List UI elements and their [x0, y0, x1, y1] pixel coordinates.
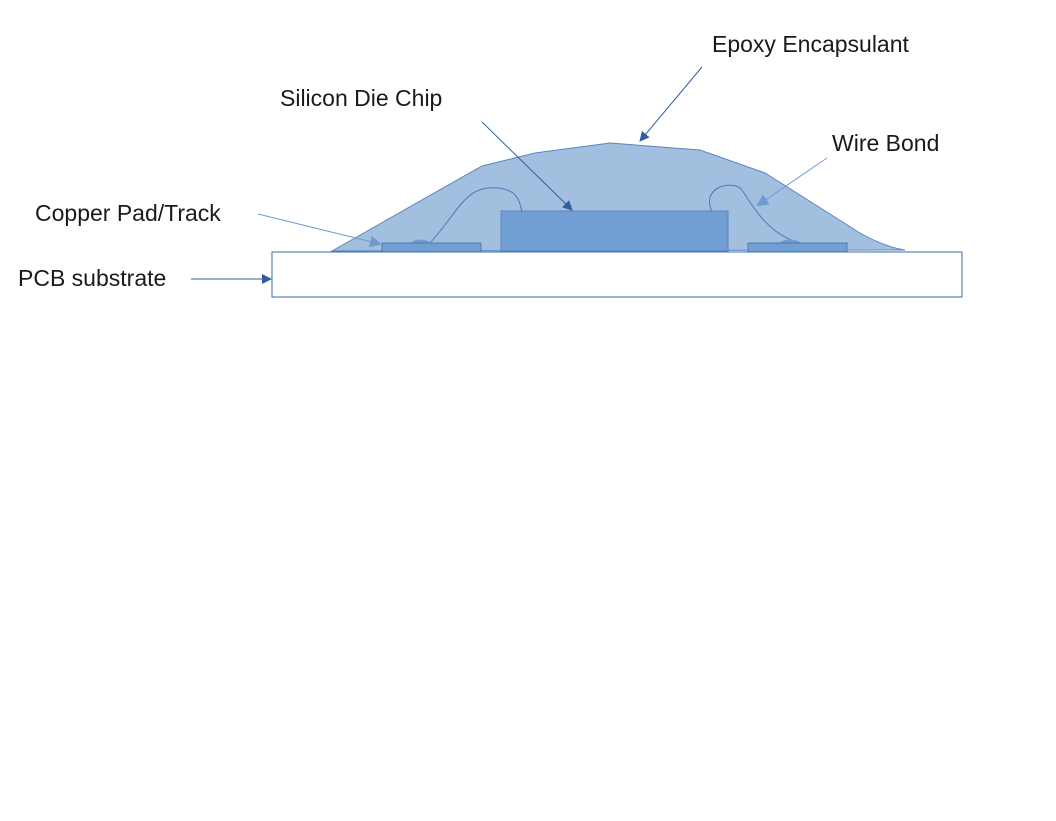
pcb-substrate	[271, 251, 963, 298]
bond-blob	[410, 239, 432, 243]
bond-blob	[778, 239, 802, 243]
wire-bond-right	[709, 184, 801, 244]
label: Copper Pad/Track	[35, 200, 221, 226]
copper-pad	[747, 242, 848, 253]
silicon-die	[500, 210, 729, 252]
label: PCB substrate	[18, 265, 166, 291]
arrow	[756, 157, 828, 207]
label: Wire Bond	[832, 130, 939, 156]
arrow	[481, 121, 573, 211]
copper-pad	[381, 242, 482, 253]
wire-bond-left	[429, 187, 523, 244]
arrow	[639, 66, 703, 142]
epoxy-encapsulant	[330, 142, 906, 252]
label: Silicon Die Chip	[280, 85, 442, 111]
arrow	[257, 213, 382, 248]
label: Epoxy Encapsulant	[712, 31, 910, 57]
